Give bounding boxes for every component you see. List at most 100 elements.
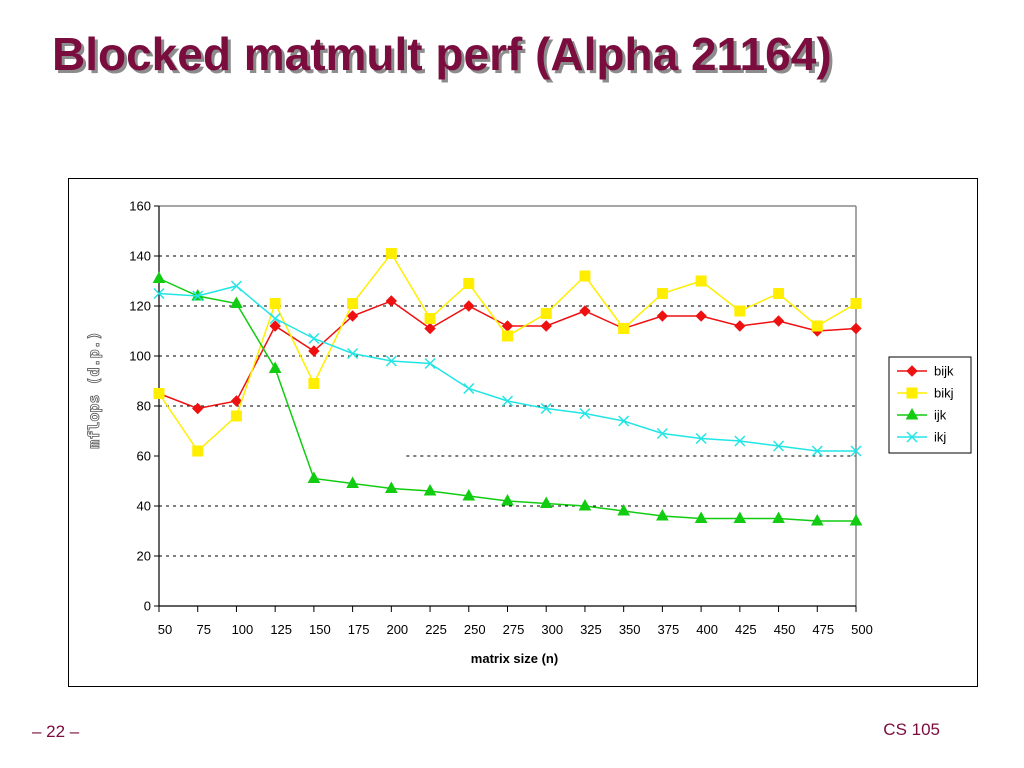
data-point-x xyxy=(347,347,359,360)
data-point-triangle xyxy=(346,476,359,488)
marker-stroke xyxy=(850,445,862,457)
x-tick-label: 150 xyxy=(309,622,331,637)
data-point-triangle xyxy=(694,511,708,523)
data-point-x xyxy=(734,435,746,447)
data-point-x xyxy=(811,445,823,457)
data-point-square xyxy=(850,298,862,309)
data-point-x xyxy=(153,287,165,300)
marker-stroke xyxy=(347,347,359,360)
x-tick-label: 275 xyxy=(503,622,525,637)
marker-stroke xyxy=(906,431,918,443)
x-tick-label: 50 xyxy=(158,622,172,637)
line-chart: 0 20 40 60 80 100 120 140 160 50 75 100 125 150 175 200… xyxy=(85,199,972,666)
data-point-triangle xyxy=(810,513,824,526)
data-point-triangle xyxy=(423,483,437,496)
series-ijk xyxy=(152,271,863,526)
data-point-diamond xyxy=(579,305,591,317)
data-point-diamond xyxy=(424,322,436,335)
marker-stroke xyxy=(153,287,165,300)
x-tick-label: 250 xyxy=(464,622,486,637)
series-line-ikj xyxy=(158,285,856,452)
x-tick-label: 375 xyxy=(658,622,680,637)
data-point-square xyxy=(153,388,165,399)
data-point-square xyxy=(192,445,204,457)
data-point-triangle xyxy=(152,271,166,283)
data-point-diamond xyxy=(463,300,475,312)
data-point-diamond xyxy=(656,310,669,322)
data-point-square xyxy=(269,298,281,309)
data-point-triangle xyxy=(462,488,476,501)
marker-stroke xyxy=(463,382,475,395)
data-point-triangle xyxy=(230,296,243,308)
x-tick-label: 200 xyxy=(386,622,408,637)
x-tick-label: 300 xyxy=(541,622,563,637)
data-point-x xyxy=(385,355,397,367)
x-tick-label: 175 xyxy=(348,622,370,637)
data-point-x xyxy=(540,402,552,415)
legend-item-ikj: ikj xyxy=(897,430,946,445)
data-point-triangle xyxy=(501,493,514,506)
series-line-bijk xyxy=(158,300,857,410)
data-point-x xyxy=(850,445,862,457)
x-tick-label: 325 xyxy=(580,622,602,637)
slide-title: Blocked matmult perf (Alpha 21164) xyxy=(52,28,832,80)
data-point-square xyxy=(579,270,591,282)
data-point-square xyxy=(424,313,436,324)
series-bijk xyxy=(153,295,862,415)
data-point-diamond xyxy=(540,320,552,332)
data-point-x xyxy=(269,312,281,325)
data-point-square xyxy=(385,248,397,259)
data-point-square xyxy=(906,387,918,399)
data-point-triangle xyxy=(578,498,592,511)
marker-stroke xyxy=(695,432,707,445)
data-point-square xyxy=(308,378,320,389)
marker-stroke xyxy=(734,435,746,447)
data-point-x xyxy=(579,407,591,420)
data-point-x xyxy=(230,280,242,292)
data-point-diamond xyxy=(734,320,746,332)
data-point-x xyxy=(424,357,436,370)
x-tick-label: 125 xyxy=(270,622,292,637)
y-tick-label: 140 xyxy=(129,249,151,264)
data-point-x xyxy=(618,415,630,427)
marker-stroke xyxy=(811,445,823,457)
data-point-triangle xyxy=(849,513,863,526)
data-point-square xyxy=(347,298,359,309)
marker-stroke xyxy=(230,280,242,292)
data-point-triangle xyxy=(268,361,282,373)
data-point-x xyxy=(192,290,204,302)
marker-stroke xyxy=(540,402,552,415)
series-line-bikj xyxy=(158,252,857,453)
data-point-triangle xyxy=(539,496,553,508)
data-point-diamond xyxy=(501,320,514,332)
marker-stroke xyxy=(424,357,436,370)
data-point-x xyxy=(906,431,918,443)
data-point-diamond xyxy=(346,310,359,322)
data-point-diamond xyxy=(695,310,707,322)
x-tick-label: 425 xyxy=(735,622,757,637)
data-point-x xyxy=(501,395,514,407)
x-tick-label: 75 xyxy=(196,622,210,637)
data-point-diamond xyxy=(385,295,398,307)
data-point-triangle xyxy=(772,511,785,523)
data-point-square xyxy=(618,323,630,334)
x-tick-label: 400 xyxy=(696,622,718,637)
course-label: CS 105 xyxy=(883,720,940,739)
marker-stroke xyxy=(656,427,668,440)
y-tick-label: 60 xyxy=(137,449,151,464)
legend-label: bijk xyxy=(934,364,954,379)
y-tick-label: 120 xyxy=(129,299,151,314)
series-bikj xyxy=(153,248,862,457)
data-point-diamond xyxy=(269,320,281,332)
marker-stroke xyxy=(269,312,281,325)
y-tick-label: 100 xyxy=(129,349,151,364)
y-tick-label: 0 xyxy=(144,599,151,614)
series-line-ijk xyxy=(158,277,856,522)
data-point-x xyxy=(695,432,707,445)
legend-item-bikj: bikj xyxy=(897,386,954,401)
data-point-x xyxy=(308,332,320,345)
page-number: – 22 – xyxy=(32,722,80,741)
x-axis-title: matrix size (n) xyxy=(471,651,558,666)
chart-frame: 0 20 40 60 80 100 120 140 160 50 75 100 125 150 175 200… xyxy=(68,178,978,687)
legend-item-ijk: ijk xyxy=(897,408,947,423)
